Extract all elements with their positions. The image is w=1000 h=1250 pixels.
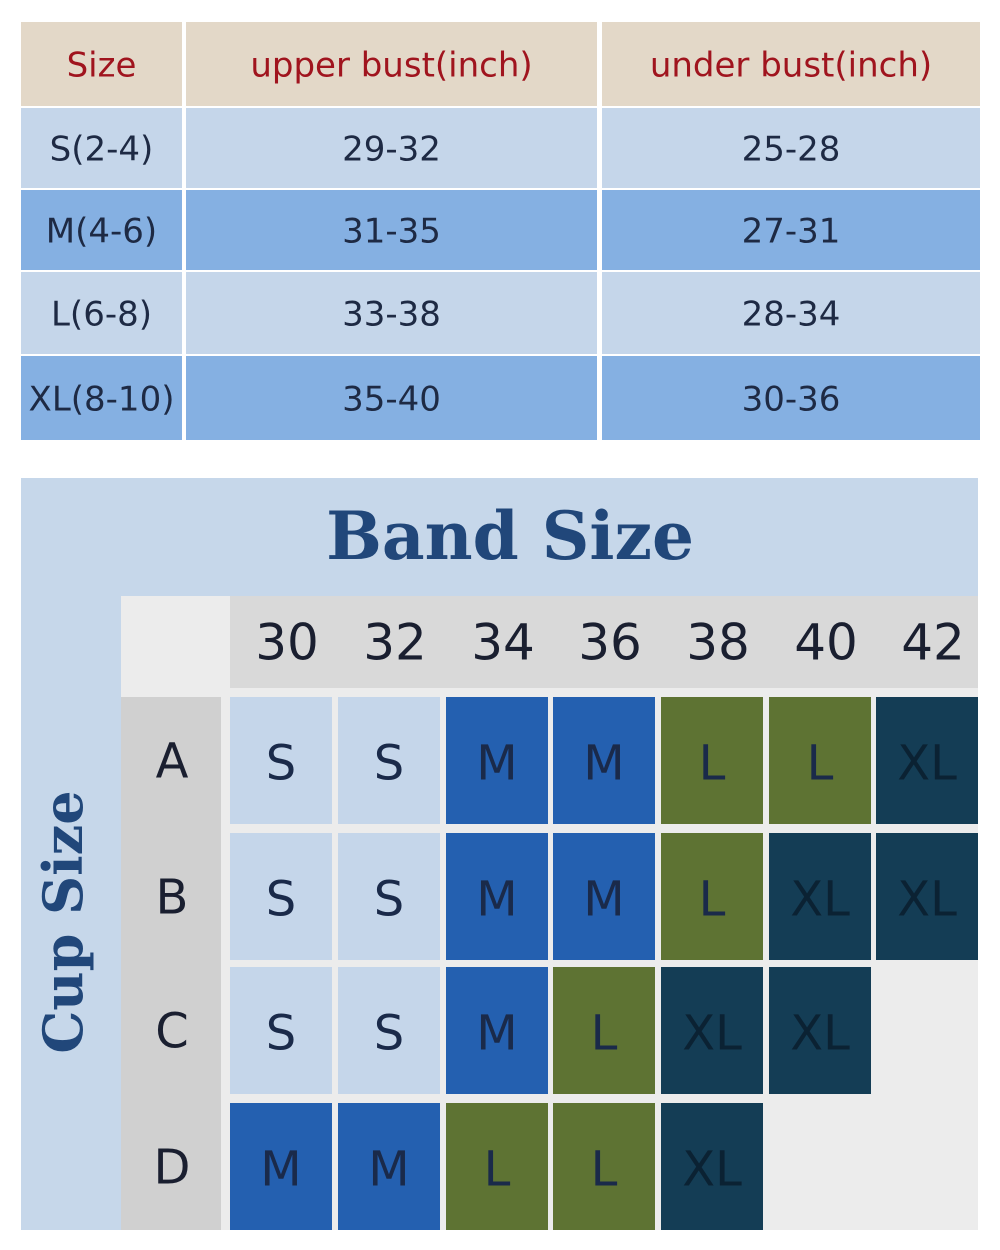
size-cell	[769, 833, 871, 960]
table-text: 25-28	[742, 130, 841, 170]
table-cell	[186, 190, 597, 270]
table-text: 35-40	[342, 380, 441, 420]
band-label: 34	[471, 614, 535, 672]
size-cell	[553, 1103, 655, 1230]
header-cell: under bust(inch)	[650, 46, 932, 86]
table-cell	[602, 356, 980, 440]
size-text: S	[374, 736, 404, 792]
size-cell	[661, 833, 763, 960]
size-text: M	[583, 872, 624, 928]
size-cell	[338, 1103, 440, 1230]
size-cell	[230, 833, 332, 960]
size-cell	[230, 1103, 332, 1230]
table-cell	[21, 272, 182, 354]
cup-column	[121, 697, 221, 1230]
size-text: M	[476, 872, 517, 928]
cup-label: C	[155, 1004, 189, 1060]
axis-label: Cup Size	[31, 790, 95, 1053]
table-cell	[602, 272, 980, 354]
size-text: M	[476, 736, 517, 792]
size-cell	[661, 1103, 763, 1230]
size-text: M	[260, 1142, 301, 1198]
table-cell	[186, 272, 597, 354]
band-header	[230, 596, 978, 688]
size-text: L	[591, 1142, 618, 1198]
size-cell	[553, 697, 655, 824]
table-text: 28-34	[742, 295, 841, 335]
cup-label: A	[156, 734, 189, 790]
table-cell	[602, 108, 980, 188]
table-cell	[602, 22, 980, 106]
table-text: L(6-8)	[51, 295, 152, 335]
size-text: XL	[682, 1142, 742, 1198]
size-text: L	[484, 1142, 511, 1198]
size-cell	[446, 697, 548, 824]
size-text: XL	[790, 872, 850, 928]
size-cell	[876, 697, 978, 824]
size-text: XL	[897, 872, 957, 928]
chart-title: Band Size	[326, 497, 694, 575]
table-cell	[602, 190, 980, 270]
table-text: S(2-4)	[50, 130, 154, 170]
band-label: 32	[363, 614, 427, 672]
header-cell: Size	[67, 46, 137, 86]
size-cell	[446, 833, 548, 960]
table-text: 33-38	[342, 295, 441, 335]
size-text: S	[266, 736, 296, 792]
table-text: 29-32	[342, 130, 441, 170]
size-text: XL	[790, 1006, 850, 1062]
size-text: XL	[682, 1006, 742, 1062]
size-cell	[661, 967, 763, 1094]
size-cell	[876, 833, 978, 960]
size-cell	[553, 833, 655, 960]
size-cell	[338, 967, 440, 1094]
table-text: 31-35	[342, 212, 441, 252]
size-text: S	[374, 872, 404, 928]
band-label: 30	[255, 614, 319, 672]
size-cell	[769, 967, 871, 1094]
table-cell	[21, 22, 182, 106]
size-cell	[230, 697, 332, 824]
table-cell	[186, 22, 597, 106]
band-label: 36	[578, 614, 642, 672]
table-cell	[186, 108, 597, 188]
table-cell	[186, 356, 597, 440]
cup-label: D	[154, 1140, 191, 1196]
size-cell	[553, 967, 655, 1094]
size-cell	[446, 967, 548, 1094]
table-text: 27-31	[742, 212, 841, 252]
table-text: XL(8-10)	[29, 380, 175, 420]
table-cell	[21, 356, 182, 440]
size-text: S	[374, 1006, 404, 1062]
band-label: 42	[901, 614, 965, 672]
size-cell	[230, 967, 332, 1094]
size-text: M	[368, 1142, 409, 1198]
band-label: 38	[686, 614, 750, 672]
size-text: M	[583, 736, 624, 792]
size-text: S	[266, 1006, 296, 1062]
table-cell	[21, 190, 182, 270]
size-text: S	[266, 872, 296, 928]
header-cell: upper bust(inch)	[250, 46, 532, 86]
size-text: M	[476, 1006, 517, 1062]
size-text: L	[807, 736, 834, 792]
size-text: XL	[897, 736, 957, 792]
size-text: L	[699, 736, 726, 792]
size-cell	[338, 833, 440, 960]
table-text: 30-36	[742, 380, 841, 420]
size-cell	[446, 1103, 548, 1230]
cup-label: B	[156, 870, 189, 926]
size-cell	[769, 697, 871, 824]
band-label: 40	[794, 614, 858, 672]
table-text: M(4-6)	[46, 212, 157, 252]
size-text: L	[591, 1006, 618, 1062]
size-cell	[338, 697, 440, 824]
size-cell	[661, 697, 763, 824]
size-text: L	[699, 872, 726, 928]
table-cell	[21, 108, 182, 188]
